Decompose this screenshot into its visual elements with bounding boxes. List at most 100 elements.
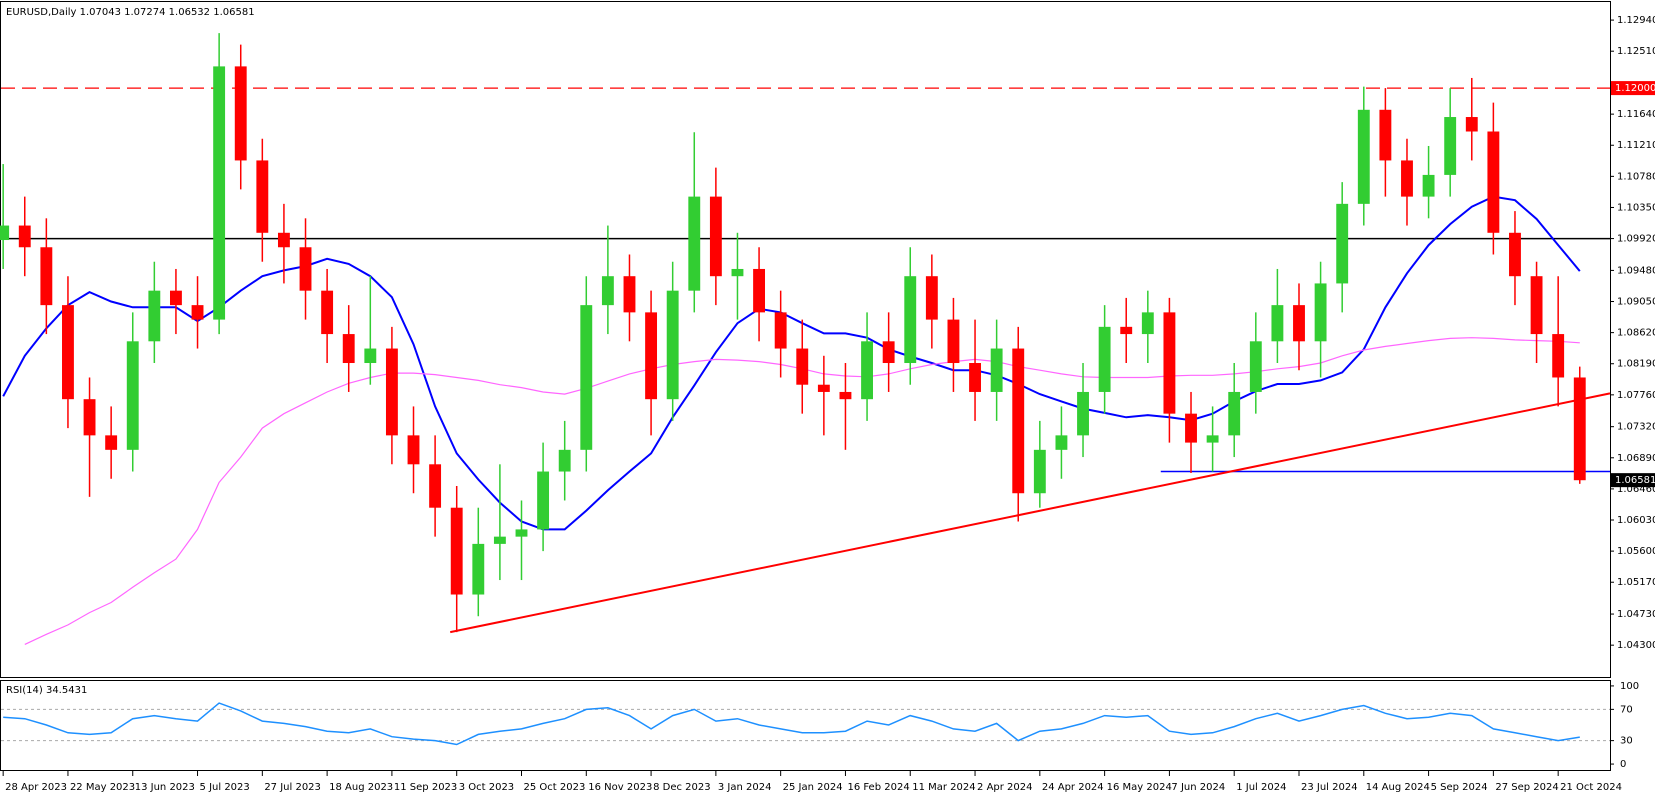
candle-body bbox=[1163, 312, 1176, 414]
x-tick-label: 25 Oct 2023 bbox=[523, 782, 585, 793]
candle-body bbox=[1401, 160, 1413, 197]
y-tick-label: 1.08190 bbox=[1617, 359, 1655, 370]
x-tick-label: 11 Sep 2023 bbox=[394, 782, 457, 793]
candle-body bbox=[299, 247, 312, 291]
x-tick-label: 27 Sep 2024 bbox=[1495, 782, 1558, 793]
candle-body bbox=[40, 247, 53, 306]
candle-body bbox=[1098, 326, 1111, 392]
candle-body bbox=[1314, 283, 1327, 342]
x-tick-label: 25 Jan 2024 bbox=[783, 782, 843, 793]
x-tick-label: 16 Nov 2023 bbox=[588, 782, 652, 793]
candle-body bbox=[839, 391, 852, 400]
candle-body bbox=[1487, 131, 1500, 233]
candle-body bbox=[18, 225, 31, 248]
candle-body bbox=[1552, 334, 1565, 378]
y-tick-label: 1.11210 bbox=[1617, 140, 1655, 151]
x-tick-label: 14 Aug 2024 bbox=[1366, 782, 1430, 793]
candle-body bbox=[969, 363, 981, 392]
y-tick-label: 1.12940 bbox=[1617, 15, 1655, 26]
candle-body bbox=[882, 341, 895, 364]
candle-body bbox=[537, 471, 550, 530]
candle-body bbox=[450, 507, 463, 595]
x-tick-label: 3 Jan 2024 bbox=[718, 782, 772, 793]
y-tick-label: 1.05600 bbox=[1617, 546, 1655, 557]
price-marker-label: 1.06581 bbox=[1615, 475, 1655, 486]
candle-body bbox=[493, 536, 506, 544]
candle-body bbox=[861, 341, 873, 400]
candle-body bbox=[623, 276, 636, 313]
candle-body bbox=[1271, 305, 1284, 342]
x-tick-label: 16 May 2024 bbox=[1107, 782, 1172, 793]
candle-body bbox=[105, 435, 118, 450]
y-tick-label: 1.07320 bbox=[1617, 422, 1655, 433]
candle-body bbox=[558, 449, 571, 472]
candle-body bbox=[1141, 312, 1154, 335]
x-tick-label: 2 Apr 2024 bbox=[977, 782, 1032, 793]
candle-body bbox=[0, 225, 10, 241]
x-tick-label: 21 Oct 2024 bbox=[1560, 782, 1622, 793]
candle-body bbox=[256, 160, 269, 233]
candle-body bbox=[731, 268, 744, 277]
x-tick-label: 23 Jul 2024 bbox=[1301, 782, 1358, 793]
x-tick-label: 13 Jun 2023 bbox=[135, 782, 195, 793]
candle-body bbox=[1573, 377, 1586, 481]
candle-body bbox=[472, 543, 485, 595]
candle-body bbox=[688, 196, 701, 291]
x-tick-label: 5 Jul 2023 bbox=[200, 782, 250, 793]
candle-body bbox=[817, 384, 830, 392]
level-label-box bbox=[1611, 81, 1655, 96]
candle-body bbox=[1033, 449, 1046, 494]
candle-body bbox=[342, 334, 355, 364]
candle-body bbox=[645, 312, 658, 400]
x-tick-label: 8 Dec 2023 bbox=[653, 782, 711, 793]
y-tick-label: 1.09050 bbox=[1617, 297, 1655, 308]
y-tick-label: 1.06890 bbox=[1617, 453, 1655, 464]
candle-body bbox=[1228, 391, 1241, 436]
x-tick-label: 11 Mar 2024 bbox=[912, 782, 975, 793]
candle-body bbox=[1206, 435, 1219, 443]
candle-body bbox=[364, 348, 377, 364]
rsi-line bbox=[3, 702, 1580, 746]
candle-body bbox=[83, 399, 96, 436]
x-tick-label: 27 Jul 2023 bbox=[264, 782, 321, 793]
candle-body bbox=[321, 290, 334, 335]
candle-body bbox=[148, 290, 161, 342]
candle-body bbox=[1120, 326, 1133, 335]
candle-body bbox=[580, 305, 593, 450]
y-tick-label: 1.07760 bbox=[1617, 390, 1655, 401]
candle-body bbox=[1293, 305, 1305, 342]
y-tick-label: 1.12510 bbox=[1617, 46, 1655, 57]
x-tick-label: 18 Aug 2023 bbox=[329, 782, 393, 793]
trendline bbox=[450, 392, 1611, 634]
x-tick-label: 1 Jul 2024 bbox=[1236, 782, 1286, 793]
x-tick-label: 7 Jun 2024 bbox=[1171, 782, 1225, 793]
y-tick-label: 1.11640 bbox=[1617, 109, 1655, 120]
x-tick-label: 28 Apr 2023 bbox=[5, 782, 67, 793]
rsi-panel bbox=[0, 680, 1611, 771]
rsi-tick-label: 0 bbox=[1620, 759, 1626, 770]
candle-body bbox=[62, 305, 74, 400]
candle-body bbox=[1185, 413, 1197, 443]
level-label: 1.12000 bbox=[1615, 83, 1655, 94]
candle-body bbox=[1530, 276, 1543, 335]
candle-body bbox=[990, 348, 1003, 392]
candle-body bbox=[601, 276, 614, 306]
y-tick-label: 1.06460 bbox=[1617, 484, 1655, 495]
candle-body bbox=[1012, 348, 1025, 494]
candle-body bbox=[1444, 117, 1457, 175]
candle-body bbox=[1422, 174, 1435, 197]
candle-body bbox=[191, 305, 204, 320]
rsi-tick-label: 100 bbox=[1620, 681, 1639, 692]
x-tick-label: 5 Sep 2024 bbox=[1431, 782, 1488, 793]
candle-body bbox=[1465, 117, 1478, 132]
candle-body bbox=[385, 348, 398, 436]
x-tick-label: 22 May 2023 bbox=[70, 782, 135, 793]
y-tick-label: 1.04730 bbox=[1617, 609, 1655, 620]
candle-body bbox=[774, 312, 787, 349]
main-panel bbox=[0, 1, 1611, 678]
candle-body bbox=[1055, 435, 1068, 450]
chart-title: EURUSD,Daily 1.07043 1.07274 1.06532 1.0… bbox=[6, 7, 255, 18]
x-tick-label: 16 Feb 2024 bbox=[847, 782, 909, 793]
candle-body bbox=[1379, 109, 1392, 161]
